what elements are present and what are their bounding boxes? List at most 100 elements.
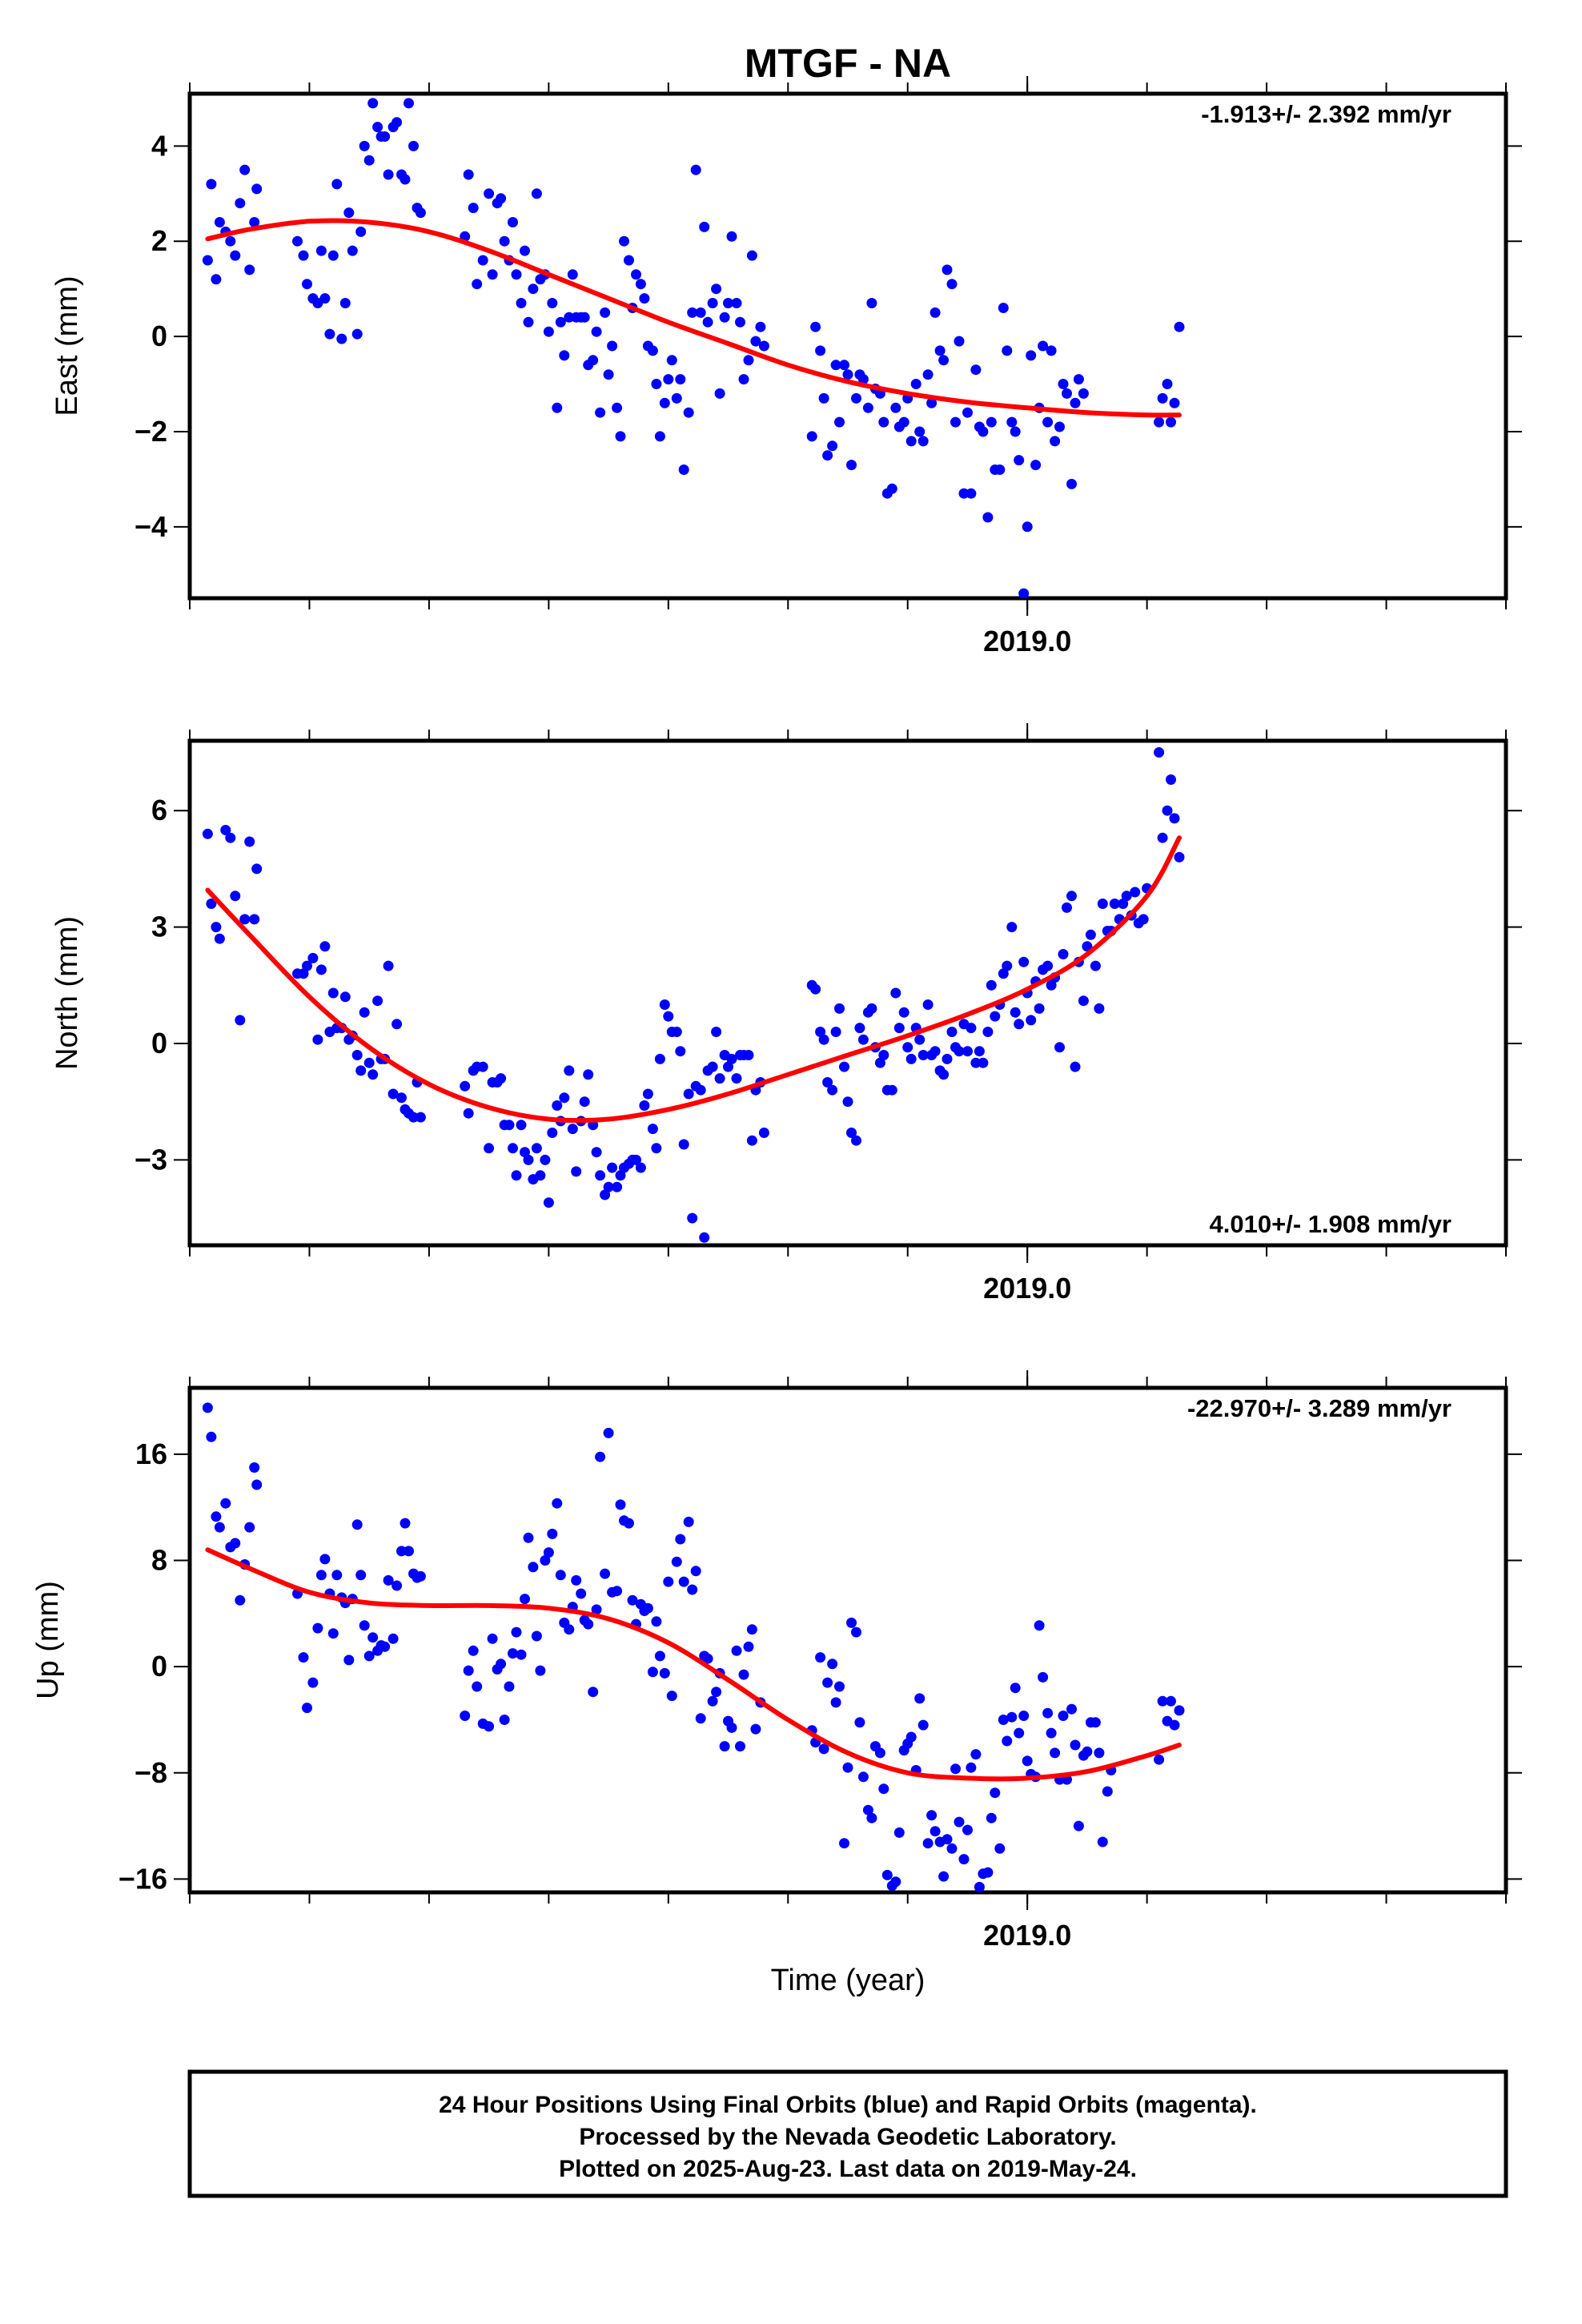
y-axis-label-up: Up (mm) — [31, 1581, 65, 1699]
data-point — [225, 832, 236, 843]
data-point — [818, 1034, 829, 1045]
data-point — [583, 1069, 594, 1080]
data-point — [511, 269, 522, 280]
data-point — [834, 416, 845, 428]
data-point — [1022, 521, 1033, 533]
data-point — [851, 392, 861, 404]
y-tick-label: 16 — [135, 1437, 167, 1470]
data-point — [671, 1556, 682, 1567]
data-point — [970, 1057, 982, 1068]
data-point — [336, 333, 347, 344]
data-point — [1157, 832, 1168, 843]
y-tick-label: 2 — [151, 224, 167, 257]
data-point — [463, 1665, 474, 1676]
data-point — [881, 1869, 893, 1880]
data-point — [986, 979, 997, 991]
data-point — [564, 1065, 575, 1076]
data-point — [302, 279, 312, 290]
data-point — [387, 1088, 399, 1100]
data-point — [520, 245, 530, 256]
data-point — [624, 1518, 634, 1529]
data-point — [905, 436, 917, 447]
data-point — [874, 1057, 885, 1068]
data-point — [249, 217, 260, 227]
data-point — [415, 1570, 426, 1582]
data-point — [642, 1602, 653, 1614]
data-point — [1038, 340, 1049, 352]
data-point — [946, 1027, 958, 1037]
data-point — [922, 369, 934, 380]
data-point — [508, 217, 518, 227]
data-point — [359, 140, 370, 151]
data-point — [723, 1061, 733, 1072]
data-point — [839, 360, 849, 371]
data-point — [567, 269, 578, 280]
data-point — [746, 1135, 757, 1146]
data-point — [815, 345, 826, 356]
data-point — [600, 307, 611, 318]
data-point — [942, 1053, 953, 1064]
data-point — [499, 235, 510, 247]
data-point — [496, 1073, 507, 1084]
data-point — [1054, 1042, 1065, 1053]
data-point — [230, 891, 241, 902]
data-point — [866, 298, 877, 308]
data-point — [743, 355, 754, 366]
data-point — [1090, 960, 1101, 971]
data-point — [683, 1088, 694, 1100]
y-tick-label: −3 — [135, 1143, 167, 1176]
data-point — [758, 1128, 769, 1138]
data-point — [1097, 899, 1108, 909]
data-point — [1157, 392, 1168, 404]
data-point — [735, 316, 745, 328]
data-point — [651, 1143, 662, 1154]
data-point — [543, 326, 554, 337]
data-point — [244, 264, 255, 275]
data-point — [647, 345, 658, 356]
data-point — [298, 968, 309, 979]
data-point — [714, 1073, 725, 1084]
data-point — [220, 825, 231, 835]
data-point — [211, 922, 222, 933]
data-point — [1166, 416, 1176, 428]
data-point — [298, 250, 309, 261]
data-point — [731, 1645, 742, 1656]
data-point — [671, 1027, 682, 1037]
data-point — [635, 1162, 646, 1173]
data-point — [347, 245, 358, 256]
data-point — [950, 1763, 961, 1775]
data-point — [654, 1651, 665, 1662]
data-point — [699, 221, 710, 232]
data-point — [815, 1652, 826, 1663]
data-point — [211, 274, 222, 285]
data-point — [914, 1034, 926, 1045]
data-point — [463, 1108, 474, 1119]
data-point — [249, 914, 260, 925]
data-point — [663, 1011, 674, 1022]
data-point — [930, 1046, 941, 1057]
data-point — [917, 1050, 929, 1060]
data-point — [214, 217, 225, 227]
data-point — [460, 1080, 471, 1092]
data-point — [707, 1695, 718, 1707]
data-point — [391, 117, 403, 128]
data-point — [603, 369, 614, 380]
data-point — [324, 328, 335, 340]
data-point — [970, 364, 982, 376]
data-point — [600, 1568, 611, 1579]
data-point — [504, 1681, 515, 1692]
figure-title: MTGF - NA — [745, 41, 951, 86]
data-point — [202, 255, 213, 266]
data-point — [982, 1867, 994, 1878]
data-point — [1038, 1671, 1049, 1683]
data-point — [886, 483, 897, 494]
data-point — [540, 1154, 551, 1165]
data-point — [552, 1100, 563, 1111]
data-point — [319, 1554, 331, 1565]
data-point — [654, 431, 665, 442]
data-point — [726, 1053, 737, 1064]
data-point — [1154, 1754, 1165, 1765]
data-point — [1169, 397, 1180, 408]
data-point — [659, 397, 670, 408]
data-point — [654, 1053, 665, 1064]
